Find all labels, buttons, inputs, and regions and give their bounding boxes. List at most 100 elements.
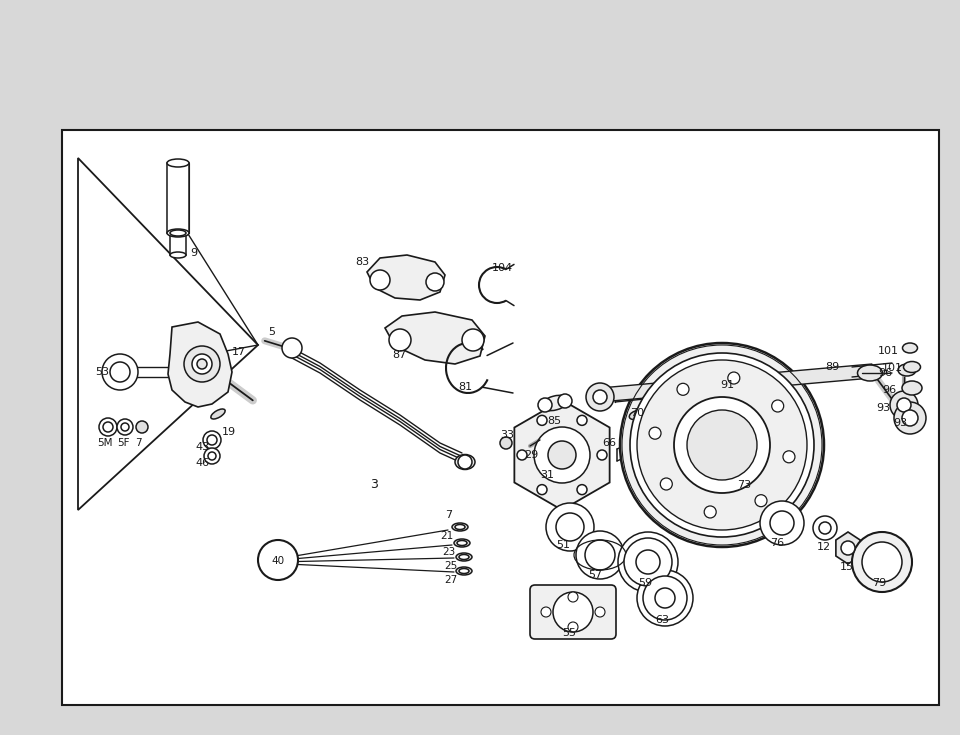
Text: 43: 43 — [195, 442, 209, 452]
Ellipse shape — [167, 229, 189, 237]
Text: 5F: 5F — [117, 438, 130, 448]
Circle shape — [517, 450, 527, 460]
Circle shape — [597, 450, 607, 460]
Ellipse shape — [167, 159, 189, 167]
Circle shape — [534, 427, 590, 483]
Text: 40: 40 — [272, 556, 284, 566]
FancyArrowPatch shape — [265, 341, 282, 346]
Text: 51: 51 — [556, 540, 570, 550]
Text: 17: 17 — [232, 347, 246, 357]
Bar — [62, 130, 939, 705]
Circle shape — [772, 400, 783, 412]
Text: 7: 7 — [135, 438, 142, 448]
Text: 25: 25 — [444, 561, 457, 571]
Circle shape — [577, 484, 587, 495]
Circle shape — [585, 540, 615, 570]
Ellipse shape — [902, 343, 918, 353]
Text: 104: 104 — [492, 263, 514, 273]
Text: 5: 5 — [268, 327, 275, 337]
Ellipse shape — [898, 364, 916, 376]
Circle shape — [537, 484, 547, 495]
Circle shape — [728, 372, 740, 384]
Circle shape — [389, 329, 411, 351]
Circle shape — [538, 398, 552, 412]
Text: 89: 89 — [825, 362, 839, 372]
Ellipse shape — [454, 539, 470, 547]
Ellipse shape — [170, 252, 186, 258]
Circle shape — [110, 362, 130, 382]
Ellipse shape — [455, 525, 465, 529]
Ellipse shape — [452, 523, 468, 531]
Ellipse shape — [211, 409, 226, 419]
Ellipse shape — [903, 362, 921, 373]
Text: 70: 70 — [630, 408, 644, 418]
Circle shape — [624, 538, 672, 586]
Circle shape — [103, 422, 113, 432]
Circle shape — [577, 415, 587, 426]
Ellipse shape — [457, 540, 467, 545]
Circle shape — [556, 513, 584, 541]
Circle shape — [208, 452, 216, 460]
Text: 96: 96 — [878, 368, 892, 378]
Circle shape — [203, 431, 221, 449]
Circle shape — [426, 273, 444, 291]
Circle shape — [677, 383, 689, 395]
Circle shape — [117, 419, 133, 435]
Circle shape — [258, 540, 298, 580]
Ellipse shape — [630, 411, 642, 420]
Text: 63: 63 — [655, 615, 669, 625]
Text: 21: 21 — [440, 531, 453, 541]
Polygon shape — [385, 312, 485, 364]
Bar — [170, 233, 186, 255]
Circle shape — [637, 360, 807, 530]
Circle shape — [548, 441, 576, 469]
Circle shape — [636, 550, 660, 574]
Text: 33: 33 — [500, 430, 514, 440]
Ellipse shape — [902, 381, 922, 395]
Circle shape — [136, 421, 148, 433]
Circle shape — [813, 516, 837, 540]
Ellipse shape — [857, 365, 882, 381]
Circle shape — [500, 437, 512, 449]
Circle shape — [660, 478, 672, 490]
Circle shape — [121, 423, 129, 431]
Circle shape — [537, 415, 547, 426]
Circle shape — [705, 506, 716, 518]
Circle shape — [593, 390, 607, 404]
Circle shape — [618, 532, 678, 592]
Circle shape — [841, 541, 855, 555]
Text: 87: 87 — [392, 350, 406, 360]
Circle shape — [568, 622, 578, 632]
FancyArrowPatch shape — [230, 384, 252, 401]
Circle shape — [862, 542, 902, 582]
Circle shape — [755, 495, 767, 506]
Text: 101: 101 — [878, 346, 899, 356]
Circle shape — [852, 532, 912, 592]
Circle shape — [370, 270, 390, 290]
Text: 101: 101 — [882, 363, 903, 373]
Text: 23: 23 — [442, 547, 455, 557]
Circle shape — [643, 576, 687, 620]
Text: 96: 96 — [882, 385, 896, 395]
Text: 91: 91 — [720, 380, 734, 390]
Circle shape — [637, 570, 693, 626]
Ellipse shape — [456, 567, 472, 575]
Ellipse shape — [540, 395, 569, 411]
Text: 83: 83 — [355, 257, 370, 267]
Polygon shape — [515, 400, 610, 510]
Circle shape — [458, 455, 472, 469]
Circle shape — [770, 511, 794, 535]
Circle shape — [568, 592, 578, 602]
Text: 27: 27 — [444, 575, 457, 585]
Ellipse shape — [170, 230, 186, 236]
Text: 53: 53 — [95, 367, 109, 377]
Circle shape — [620, 343, 824, 547]
Circle shape — [586, 383, 614, 411]
Circle shape — [576, 531, 624, 579]
Polygon shape — [367, 255, 445, 300]
Circle shape — [595, 607, 605, 617]
Text: 5M: 5M — [97, 438, 112, 448]
Ellipse shape — [456, 553, 472, 561]
Circle shape — [192, 354, 212, 374]
Circle shape — [102, 354, 138, 390]
